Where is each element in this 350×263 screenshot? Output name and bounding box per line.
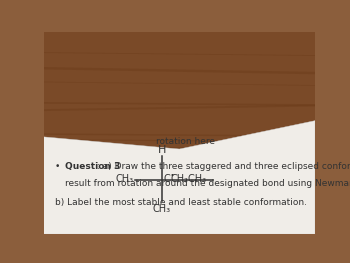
- Text: Question 3: Question 3: [65, 162, 121, 171]
- Text: •: •: [55, 162, 60, 171]
- Text: H: H: [158, 145, 166, 155]
- Polygon shape: [44, 121, 315, 234]
- Text: rotation here: rotation here: [156, 137, 215, 146]
- Text: CH₃: CH₃: [115, 174, 133, 184]
- Text: b) Label the most stable and least stable conformation.: b) Label the most stable and least stabl…: [55, 198, 307, 207]
- Text: CH₂CH₃: CH₂CH₃: [171, 174, 207, 184]
- Text: CH₃: CH₃: [153, 204, 171, 214]
- Text: ·: ·: [169, 169, 174, 184]
- Text: result from rotation around the designated bond using Newman projections.: result from rotation around the designat…: [65, 179, 350, 188]
- Polygon shape: [44, 32, 315, 157]
- Text: C: C: [163, 174, 170, 184]
- Text: : a) Draw the three staggered and three eclipsed conformations that: : a) Draw the three staggered and three …: [97, 162, 350, 171]
